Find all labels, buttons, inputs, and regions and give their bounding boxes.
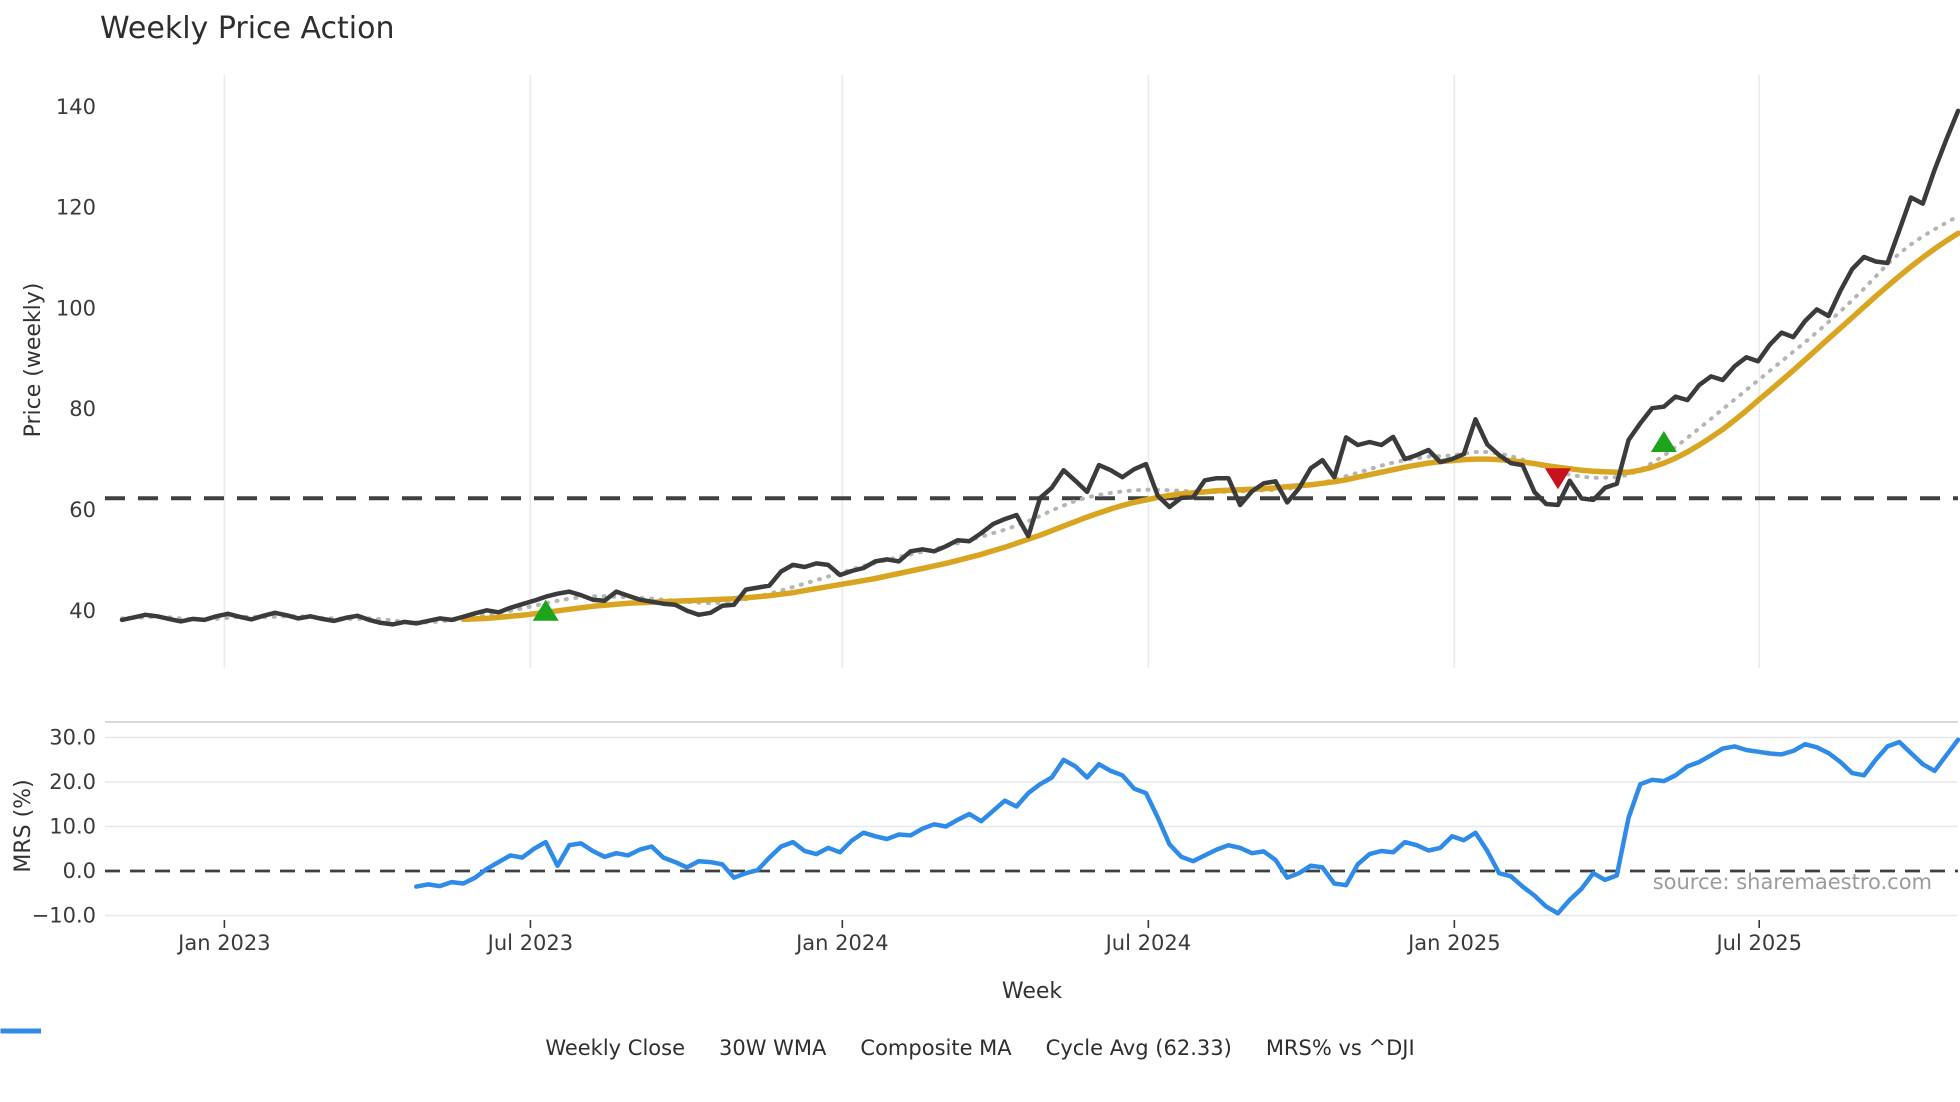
legend-label: MRS% vs ^DJI: [1265, 1036, 1415, 1060]
price-tick-label: 100: [56, 296, 96, 320]
wma-line: [460, 230, 1960, 623]
legend-item: 30W WMA: [1, 1028, 827, 1060]
price-tick-label: 60: [69, 498, 96, 522]
price-tick-label: 120: [56, 196, 96, 220]
price-tick-label: 140: [56, 95, 96, 119]
legend-item: Cycle Avg (62.33): [1, 1028, 1232, 1060]
sell-signal-marker: [1544, 468, 1571, 490]
mrs-tick-label: 20.0: [49, 770, 96, 794]
x-tick-label: Jul 2023: [486, 931, 573, 955]
legend-label: Composite MA: [860, 1036, 1012, 1060]
legend-item: Weekly Close: [1, 1028, 685, 1060]
price-tick-label: 40: [69, 599, 96, 623]
price-tick-label: 80: [69, 397, 96, 421]
legend-swatch: [1, 1028, 41, 1034]
x-tick-label: Jan 2023: [176, 931, 271, 955]
legend-label: Cycle Avg (62.33): [1045, 1036, 1232, 1060]
buy-signal-marker: [532, 599, 559, 621]
x-tick-label: Jul 2024: [1104, 931, 1191, 955]
weekly-close-line: [119, 108, 1960, 627]
mrs-line: [414, 737, 1960, 916]
mrs-tick-label: 0.0: [63, 859, 96, 883]
legend-item: MRS% vs ^DJI: [1, 1028, 1415, 1060]
mrs-tick-label: 10.0: [49, 815, 96, 839]
x-tick-label: Jan 2025: [1406, 931, 1501, 955]
mrs-tick-label: 30.0: [49, 726, 96, 750]
chart-title: Weekly Price Action: [100, 11, 395, 46]
chart-legend: Weekly Close 30W WMA Composite MA Cycle Avg…: [0, 1026, 1960, 1070]
mrs-tick-label: −10.0: [32, 904, 96, 928]
x-tick-label: Jan 2024: [794, 931, 889, 955]
composite-ma-line: [120, 214, 1960, 625]
x-tick-label: Jul 2025: [1714, 931, 1801, 955]
mrs-axis-label: MRS (%): [11, 779, 36, 872]
legend-label: Weekly Close: [545, 1036, 685, 1060]
week-axis-label: Week: [1002, 979, 1063, 1004]
buy-signal-marker: [1650, 430, 1677, 452]
source-note: source: sharemaestro.com: [1653, 870, 1932, 894]
legend-item: Composite MA: [0, 1028, 1012, 1060]
legend-label: 30W WMA: [719, 1036, 827, 1060]
price-axis-label: Price (weekly): [21, 283, 46, 438]
